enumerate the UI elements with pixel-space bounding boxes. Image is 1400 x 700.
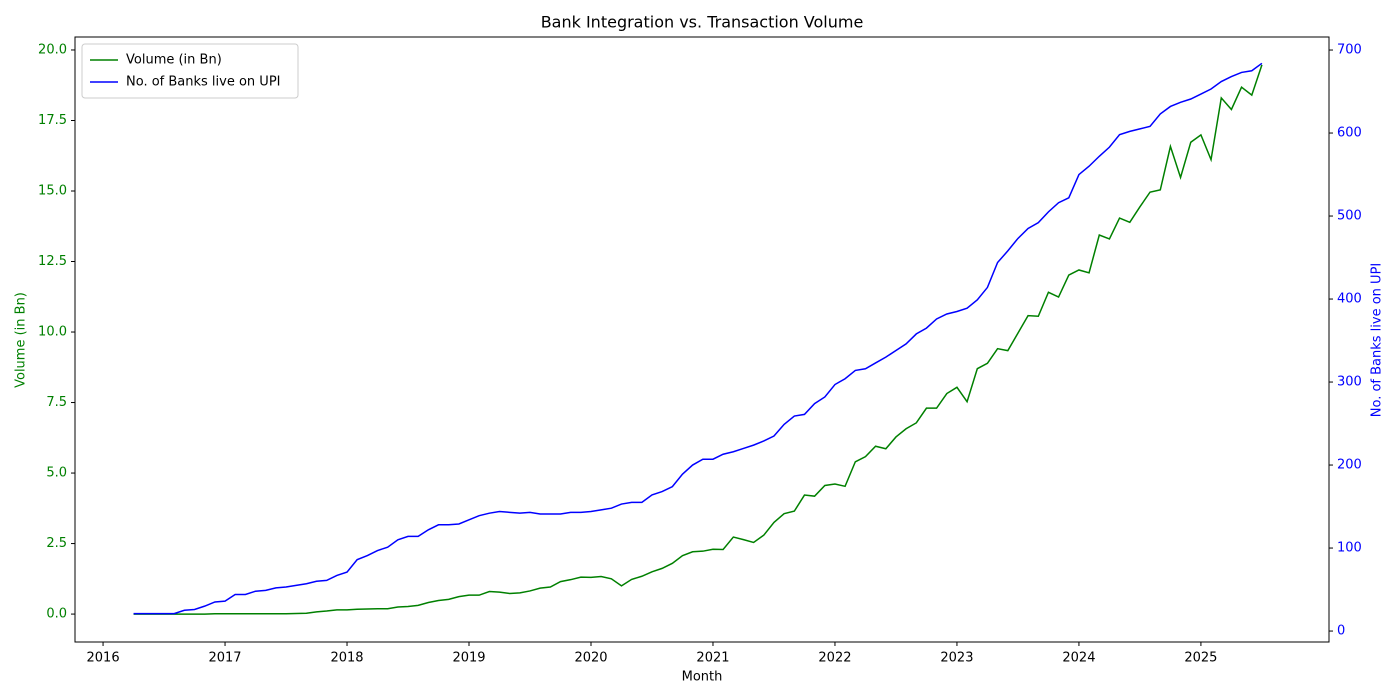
x-tick-label: 2019 [452, 651, 485, 666]
series-line [133, 64, 1263, 615]
x-tick-label: 2023 [940, 651, 973, 666]
y2-tick-label: 0 [1337, 624, 1345, 639]
y2-tick-label: 300 [1337, 375, 1362, 390]
legend-box [81, 43, 299, 99]
y2-tick-label: 600 [1337, 126, 1362, 141]
y2-tick-label: 200 [1337, 458, 1362, 473]
y2-tick-label: 400 [1337, 292, 1362, 307]
x-tick-label: 2024 [1062, 651, 1095, 666]
y-tick-label: 2.5 [46, 536, 67, 551]
y-tick-label: 10.0 [38, 325, 67, 340]
x-tick-label: 2020 [574, 651, 607, 666]
y-tick-label: 7.5 [46, 395, 67, 410]
y-tick-label: 12.5 [38, 254, 67, 269]
y2-tick-label: 500 [1337, 209, 1362, 224]
y2-axis-label: No. of Banks live on UPI [1370, 263, 1385, 418]
x-axis-label: Month [682, 670, 723, 685]
x-tick-label: 2021 [696, 651, 729, 666]
y-axis-label: Volume (in Bn) [14, 292, 29, 388]
x-tick-label: 2025 [1184, 651, 1217, 666]
x-tick-label: 2017 [208, 651, 241, 666]
x-tick-label: 2018 [330, 651, 363, 666]
y2-tick-label: 100 [1337, 541, 1362, 556]
legend-label: Volume (in Bn) [126, 53, 222, 68]
series-line [133, 62, 1263, 615]
y-tick-label: 20.0 [38, 42, 67, 57]
y-tick-label: 15.0 [38, 184, 67, 199]
y-tick-label: 0.0 [46, 607, 67, 622]
y-tick-label: 5.0 [46, 466, 67, 481]
plot-frame [74, 36, 1330, 643]
chart-title: Bank Integration vs. Transaction Volume [541, 13, 864, 32]
legend-label: No. of Banks live on UPI [126, 75, 281, 90]
x-tick-label: 2016 [87, 651, 120, 666]
y-tick-label: 17.5 [38, 113, 67, 128]
y2-tick-label: 700 [1337, 43, 1362, 58]
x-tick-label: 2022 [818, 651, 851, 666]
